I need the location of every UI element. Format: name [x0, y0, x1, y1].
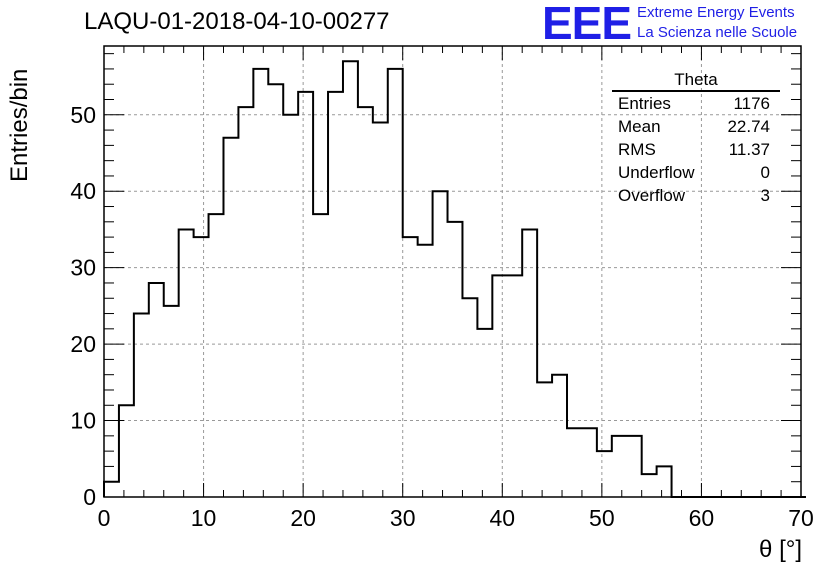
stats-row: Underflow 0 — [612, 161, 780, 184]
logo-line-1: Extreme Energy Events — [637, 4, 795, 21]
y-tick-label: 0 — [83, 484, 96, 510]
stats-row: RMS 11.37 — [612, 138, 780, 161]
x-tick-label: 20 — [290, 505, 316, 531]
stats-value: 22.74 — [727, 117, 770, 136]
x-tick-label: 30 — [390, 505, 416, 531]
histogram-series — [103, 60, 806, 498]
x-axis-label: θ [°] — [759, 536, 802, 563]
logo-caption: Extreme Energy Events La Scienza nelle S… — [637, 3, 797, 43]
stats-value: 3 — [760, 186, 770, 205]
eee-logo: EEE — [542, 0, 632, 49]
x-tick-label: 0 — [98, 505, 111, 531]
stats-value: 11.37 — [728, 140, 770, 159]
plot-frame — [103, 45, 802, 498]
stats-title: Theta — [612, 70, 780, 92]
y-axis-label: Entries/bin — [6, 68, 33, 182]
stats-label: Mean — [618, 117, 661, 136]
y-tick-label: 50 — [70, 102, 96, 128]
y-tick-label: 30 — [70, 255, 96, 281]
chart-title: LAQU-01-2018-04-10-00277 — [84, 8, 390, 35]
x-tick-label: 70 — [788, 505, 814, 531]
stats-label: Underflow — [618, 163, 695, 182]
x-tick-label: 40 — [489, 505, 515, 531]
axis-ticks — [103, 46, 802, 498]
grid-lines — [104, 46, 801, 497]
stats-row: Overflow 3 — [612, 184, 780, 207]
y-tick-label: 10 — [70, 408, 96, 434]
stats-value: 0 — [760, 163, 770, 182]
y-tick-label: 40 — [70, 178, 96, 204]
stats-value: 1176 — [733, 94, 770, 113]
stats-row: Mean 22.74 — [612, 115, 780, 138]
stats-label: RMS — [618, 140, 656, 159]
y-tick-label: 20 — [70, 331, 96, 357]
x-tick-label: 10 — [191, 505, 217, 531]
x-tick-label: 60 — [689, 505, 715, 531]
stats-box: Theta Entries 1176 Mean 22.74 RMS 11.37 Und… — [612, 70, 780, 207]
logo-line-2: La Scienza nelle Scuole — [637, 24, 798, 41]
x-tick-label: 50 — [589, 505, 615, 531]
stats-label: Entries — [618, 94, 671, 113]
stats-row: Entries 1176 — [612, 92, 780, 115]
stats-label: Overflow — [618, 186, 686, 205]
